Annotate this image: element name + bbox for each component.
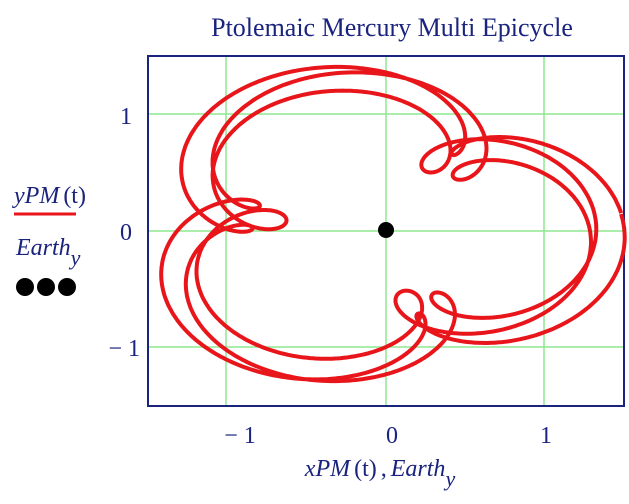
legend-earth-dot: [16, 278, 34, 296]
x-axis-label: xPM (t), Earthy: [304, 456, 456, 491]
legend-earth-label: Earthy: [15, 235, 81, 270]
y-tick-label: 1: [120, 104, 132, 130]
series-curve-ypm: [159, 64, 627, 384]
x-tick-label: 0: [386, 423, 398, 449]
y-axis-label: yPM (t) Earthy: [12, 183, 86, 296]
x-tick-label: − 1: [224, 423, 256, 449]
chart-title: Ptolemaic Mercury Multi Epicycle: [211, 13, 573, 42]
x-tick-label: 1: [540, 423, 552, 449]
legend-earth-dot: [58, 278, 76, 296]
y-tick-label: 0: [120, 220, 132, 246]
legend-earth-dot: [37, 278, 55, 296]
legend-curve-label: yPM (t): [12, 183, 86, 209]
earth-marker: [378, 222, 394, 238]
y-tick-label: − 1: [108, 336, 140, 362]
